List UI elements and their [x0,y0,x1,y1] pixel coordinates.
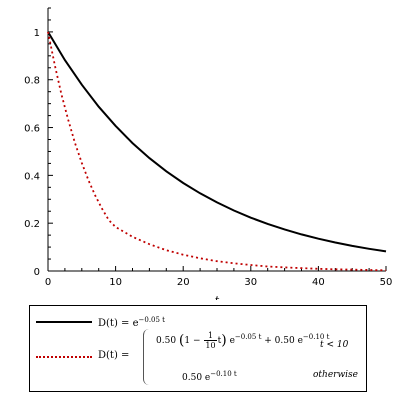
y-tick-label: 1 [34,28,40,39]
case1-exp-1: −0.05 t [234,333,262,341]
case2-exp: −0.10 t [210,370,237,378]
case1-second-term: + 0.50 e [264,336,303,346]
case1-condition: t < 10 [320,340,349,350]
legend-label-1: D(t) = e−0.05 t [98,316,165,329]
x-tick-label: 0 [45,277,51,288]
y-tick-label: 0.4 [24,171,40,182]
legend: D(t) = e−0.05 t D(t) = 0.50 (1 − 1 10 t) e… [29,305,367,392]
legend-swatch-dotted [36,356,92,358]
x-tick-label: 40 [312,277,325,288]
piecewise-brace [143,329,152,385]
x-tick-label: 10 [109,277,122,288]
piecewise-cond-2: otherwise [313,370,358,380]
axes-group: 0 10 20 30 40 50 0 0.2 0.4 0.6 0.8 1 [24,7,393,288]
piecewise-case-2: 0.50 e−0.10 t [182,370,237,383]
decay-chart: 0 10 20 30 40 50 0 0.2 0.4 0.6 0.8 1 t [24,7,393,300]
fraction: 1 10 [204,331,217,350]
case1-coef: 0.50 [156,336,177,346]
y-tick-label: 0.8 [24,76,40,87]
piecewise-cond-1: t < 10 [320,340,348,350]
legend-1-exp: −0.05 t [138,316,166,324]
x-tick-label: 50 [380,277,393,288]
y-tick-label: 0.6 [24,124,40,135]
fraction-numerator: 1 [204,331,217,341]
fraction-denominator: 10 [205,341,216,350]
case1-exp-2: −0.10 t [302,333,330,341]
y-tick-label: 0.2 [24,219,40,230]
case2-condition: otherwise [313,370,358,380]
legend-swatch-solid [36,321,92,323]
piecewise-case-1: 0.50 (1 − 1 10 t) e−0.05 t + 0.50 e−0.10 t [156,331,329,350]
series-line-solid [47,31,387,253]
legend-1-lhs: D(t) = e [98,318,139,329]
case1-term: 1 − [184,336,201,346]
legend-label-2: D(t) = [98,350,130,361]
series-line-dotted [47,31,387,272]
x-tick-label: 20 [177,277,190,288]
y-tick-label: 0 [34,267,40,278]
case2-expr: 0.50 e [182,373,211,383]
series-group [47,31,387,272]
x-axis-label: t [215,294,220,300]
paren-open: ( [178,332,185,349]
paren-close: ) [221,332,227,349]
case1-t: t [217,336,222,346]
x-tick-label: 30 [244,277,257,288]
case1-exp-base: e [229,336,235,346]
